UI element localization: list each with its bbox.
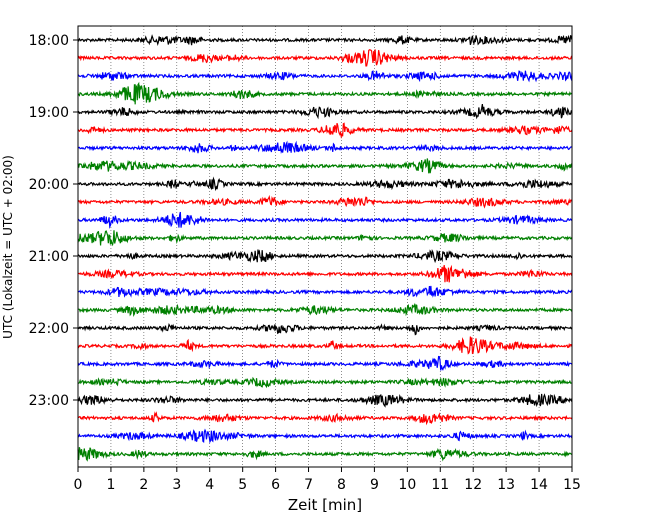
trace-21: [78, 411, 573, 426]
seismogram-traces: [77, 34, 573, 462]
trace-2: [77, 70, 573, 83]
x-tick-label-1: 1: [106, 477, 115, 493]
x-tick-label-2: 2: [139, 477, 148, 493]
x-tick-label-15: 15: [563, 477, 581, 493]
plot-frame: [77, 25, 573, 468]
x-tick-label-14: 14: [530, 477, 548, 493]
x-tick-label-11: 11: [431, 477, 449, 493]
x-axis-ticks: 0 1 2 3 4 5 6 7 8 9 10 11 12 13 14 15: [74, 467, 581, 493]
trace-18: [77, 355, 573, 371]
x-tick-label-4: 4: [205, 477, 214, 493]
trace-1: [77, 49, 573, 67]
y-tick-label-1: 19:00: [29, 105, 69, 121]
trace-6: [77, 140, 573, 154]
trace-9: [77, 194, 573, 209]
x-tick-label-9: 9: [370, 477, 379, 493]
y-tick-label-3: 21:00: [29, 249, 69, 265]
x-tick-label-3: 3: [172, 477, 181, 493]
trace-11: [77, 230, 573, 247]
trace-22: [77, 428, 573, 444]
x-tick-label-10: 10: [398, 477, 416, 493]
trace-0: [77, 34, 573, 47]
trace-20: [77, 393, 573, 408]
x-tick-label-12: 12: [464, 477, 482, 493]
x-tick-label-7: 7: [304, 477, 313, 493]
x-tick-label-6: 6: [271, 477, 280, 493]
trace-16: [77, 323, 573, 336]
trace-8: [77, 176, 573, 192]
trace-13: [77, 264, 573, 283]
trace-12: [77, 248, 573, 264]
y-tick-label-5: 23:00: [29, 393, 69, 409]
trace-5: [77, 122, 573, 139]
y-tick-label-0: 18:00: [29, 33, 69, 49]
trace-23: [77, 447, 573, 462]
x-axis-label: Zeit [min]: [288, 496, 362, 514]
y-axis-ticks: 18:00 19:00 20:00 21:00 22:00 23:00: [29, 33, 78, 409]
trace-10: [77, 211, 573, 229]
y-tick-label-2: 20:00: [29, 177, 69, 193]
trace-4: [77, 104, 573, 120]
trace-15: [77, 302, 573, 317]
trace-14: [77, 285, 573, 298]
x-tick-label-13: 13: [497, 477, 515, 493]
trace-7: [77, 158, 573, 174]
trace-19: [77, 376, 573, 389]
y-axis-label: UTC (Lokalzeit = UTC + 02:00): [1, 155, 15, 339]
y-tick-label-4: 22:00: [29, 321, 69, 337]
trace-3: [77, 81, 573, 105]
x-tick-label-0: 0: [74, 477, 83, 493]
x-tick-label-5: 5: [238, 477, 247, 493]
x-tick-label-8: 8: [337, 477, 346, 493]
trace-17: [77, 336, 573, 355]
